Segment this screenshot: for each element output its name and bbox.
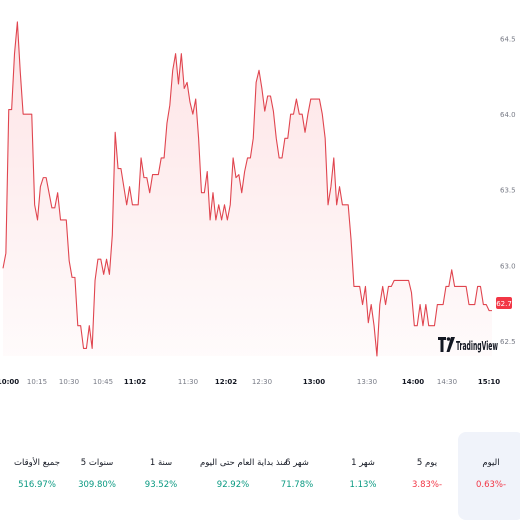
period-change-value: 3.83%- [411,480,443,490]
last-price-badge-bg [496,297,512,309]
performance-periods: اليوم 0.63%- 5 يوم 3.83%- 1 شهر 1.13% 6 شهر 71.… [0,432,520,520]
x-tick-label: 14:30 [437,378,457,386]
x-tick-label: 13:30 [357,378,377,386]
period-change-value: 0.63%- [475,480,507,490]
y-tick-label: 63.0 [500,262,516,270]
x-tick-label: 13:00 [303,378,325,386]
period-label: 5 سنوات [80,458,114,468]
x-tick-label: 12:30 [252,378,272,386]
period-change-value: 92.92% [216,480,250,490]
period-change-value: 516.97% [18,480,56,490]
period-label: جميع الأوقات [14,458,60,468]
period-tab[interactable]: 6 شهر 71.78% [264,432,330,520]
y-tick-label: 63.5 [500,187,516,195]
x-tick-label: 10:45 [93,378,113,386]
period-tab[interactable]: جميع الأوقات 516.97% [4,432,70,520]
period-change-value: 309.80% [78,480,116,490]
x-tick-label: 15:10 [478,378,500,386]
x-tick-label: 11:02 [124,378,146,386]
y-axis-ticks: 64.5 64.0 63.5 63.0 62.5 [500,36,516,346]
period-label: 1 سنة [149,458,173,468]
area-fill-layer [3,21,492,356]
period-tab[interactable]: 5 سنوات 309.80% [64,432,130,520]
last-price-badge: 62.7 [496,297,512,309]
area-fill [3,21,492,356]
x-axis-ticks: 10:00 10:15 10:30 10:45 11:02 11:30 12:02 12:30… [0,378,500,386]
period-change-value: 71.78% [280,480,314,490]
tradingview-watermark: TradingView [438,337,498,353]
price-chart[interactable]: 64.5 64.0 63.5 63.0 62.5 10:00 10:15 10:30 10:4… [0,0,520,400]
last-price-label: 62.7 [496,300,512,308]
price-line-layer [2,21,492,357]
period-change-value: 93.52% [144,480,178,490]
x-tick-label: 10:15 [27,378,47,386]
period-label: اليوم [482,458,500,468]
period-label: 1 شهر [351,458,375,468]
period-label: 6 شهر [285,458,309,468]
x-tick-label: 11:30 [178,378,198,386]
y-tick-label: 64.5 [500,36,516,44]
x-tick-label: 12:02 [215,378,237,386]
x-tick-label: 10:00 [0,378,19,386]
period-tab[interactable]: اليوم 0.63%- [458,432,520,520]
tradingview-logo-icon [438,337,455,352]
price-line [2,21,492,357]
tradingview-wordmark: TradingView [456,339,498,353]
period-tab[interactable]: منذ بداية العام حتى اليوم 92.92% [200,432,288,520]
y-tick-label: 62.5 [500,338,516,346]
period-tab[interactable]: 1 سنة 93.52% [128,432,194,520]
x-tick-label: 14:00 [402,378,424,386]
period-tab[interactable]: 5 يوم 3.83%- [394,432,460,520]
y-tick-label: 64.0 [500,111,516,119]
x-tick-label: 10:30 [59,378,79,386]
period-tab[interactable]: 1 شهر 1.13% [330,432,396,520]
period-change-value: 1.13% [349,480,377,490]
period-label: 5 يوم [416,458,438,468]
period-label: منذ بداية العام حتى اليوم [200,458,288,468]
